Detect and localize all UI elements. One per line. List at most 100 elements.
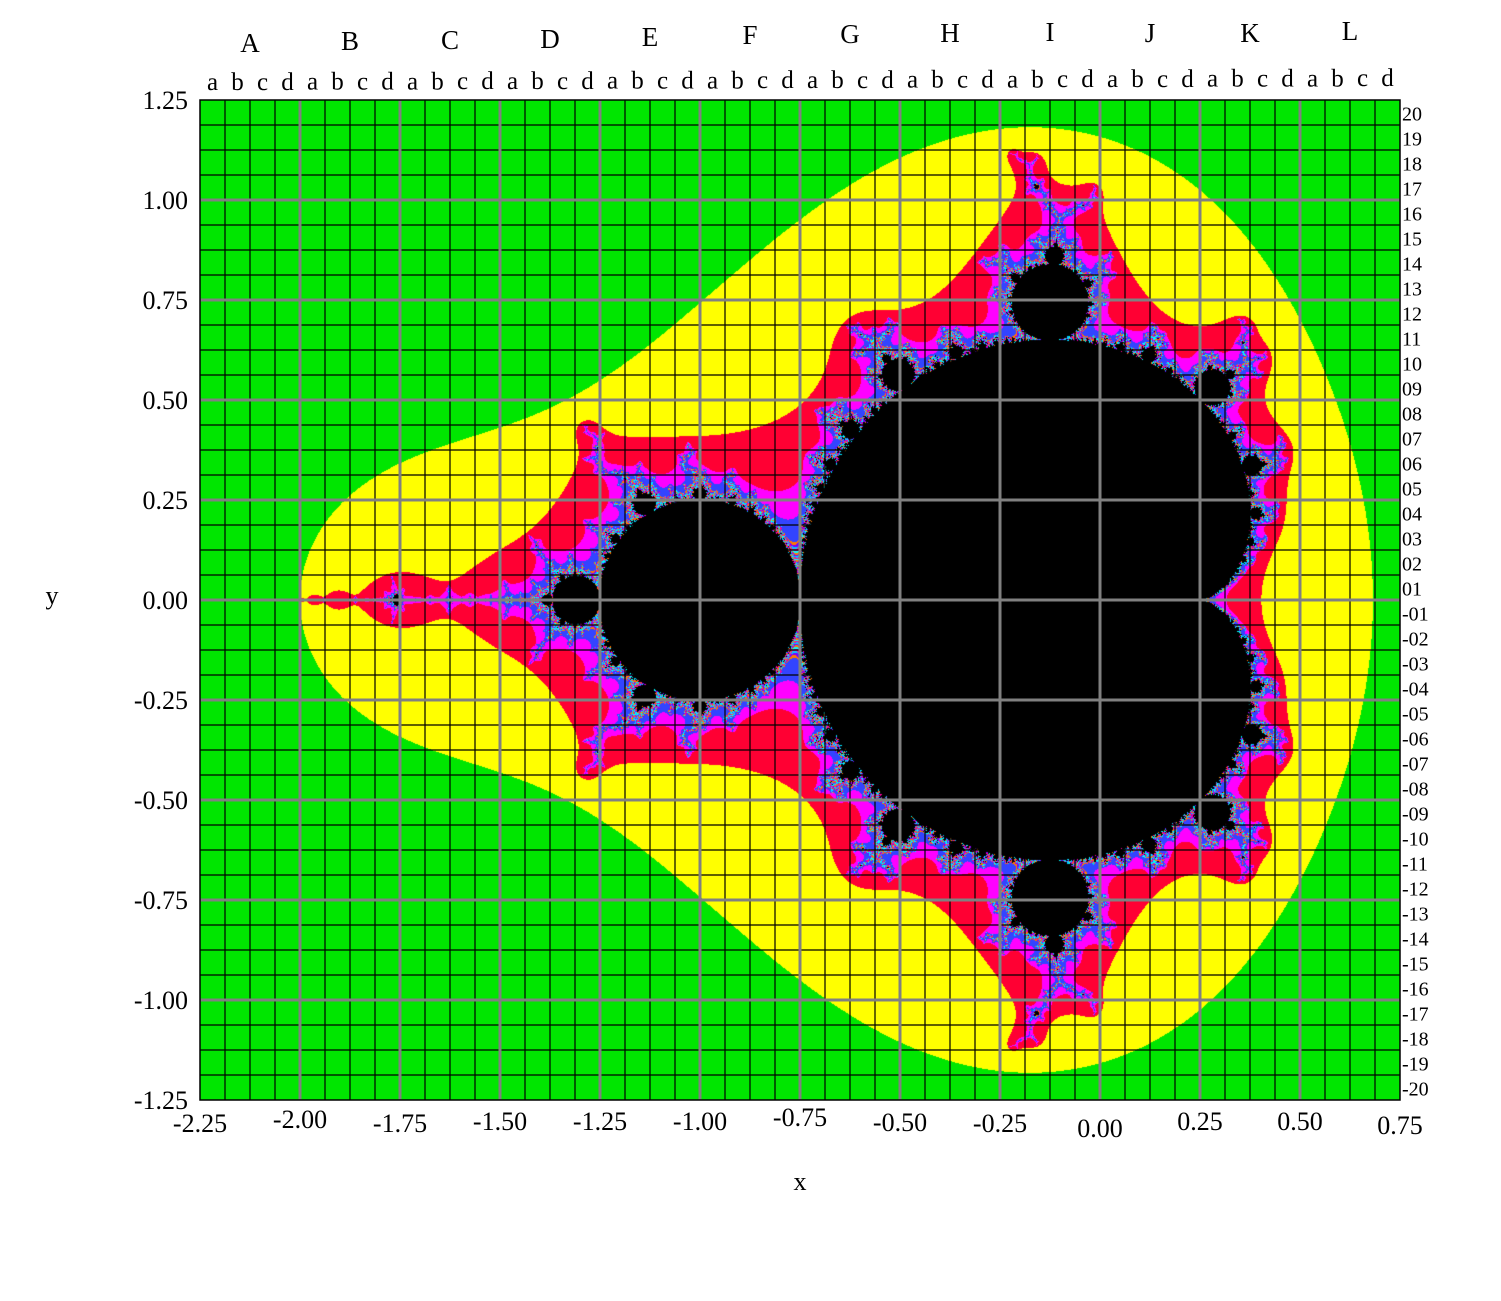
x-tick-label: -2.25 <box>173 1109 227 1138</box>
subcolumn-label: b <box>431 68 444 95</box>
column-label: F <box>742 20 757 50</box>
x-tick-label: -1.25 <box>573 1107 627 1136</box>
row-label: -15 <box>1402 954 1429 976</box>
subcolumn-label: b <box>1231 66 1244 93</box>
row-label: -14 <box>1402 929 1429 951</box>
column-label: E <box>642 22 659 52</box>
row-label: -04 <box>1402 679 1429 701</box>
row-label: -19 <box>1402 1054 1429 1076</box>
y-tick-label: -0.25 <box>134 686 188 715</box>
row-label: -09 <box>1402 804 1429 826</box>
subcolumn-label: c <box>1057 66 1068 93</box>
subcolumn-label: a <box>1107 66 1118 93</box>
subcolumn-label: c <box>1157 66 1168 93</box>
subcolumn-label: b <box>931 67 944 94</box>
subcolumn-label: d <box>881 67 894 94</box>
subcolumn-label: c <box>1357 65 1368 92</box>
subcolumn-label: b <box>1331 65 1344 92</box>
row-label: 01 <box>1402 579 1422 601</box>
column-label: C <box>441 25 459 55</box>
row-label: 13 <box>1402 279 1422 301</box>
subcolumn-label: c <box>457 68 468 95</box>
row-label: 09 <box>1402 379 1422 401</box>
subcolumn-label: d <box>1281 65 1294 92</box>
row-label: -16 <box>1402 979 1429 1001</box>
x-tick-labels: -2.25 -2.00 -1.75 -1.50 -1.25 -1.00 -0.75 -0.50… <box>173 1103 1423 1143</box>
row-label: 19 <box>1402 129 1422 151</box>
row-label: 04 <box>1402 504 1422 526</box>
y-tick-label: 1.25 <box>143 86 189 115</box>
subcolumn-label: d <box>281 69 294 96</box>
column-label: D <box>540 24 560 54</box>
x-tick-label: -0.75 <box>773 1103 827 1132</box>
subcolumn-label: d <box>581 68 594 95</box>
subcolumn-label: b <box>1131 66 1144 93</box>
column-label: K <box>1240 18 1260 48</box>
x-tick-label: 0.50 <box>1277 1107 1323 1136</box>
y-tick-label: 0.50 <box>143 386 189 415</box>
subcolumn-label: d <box>681 67 694 94</box>
subcolumn-label: a <box>707 67 718 94</box>
major-column-labels: A B C D E F G H I J K L <box>240 16 1358 58</box>
subcolumn-label: c <box>357 69 368 96</box>
subcolumn-label: d <box>1381 65 1394 92</box>
subcolumn-label: c <box>557 68 568 95</box>
subcolumn-label: d <box>981 66 994 93</box>
column-label: J <box>1145 18 1156 48</box>
column-label: G <box>840 19 860 49</box>
column-label: H <box>940 18 960 48</box>
subcolumn-label: a <box>507 68 518 95</box>
x-tick-label: -2.00 <box>273 1105 327 1134</box>
subcolumn-label: c <box>957 67 968 94</box>
row-label: 02 <box>1402 554 1422 576</box>
row-label: -08 <box>1402 779 1429 801</box>
row-labels: 20 19 18 17 16 15 14 13 12 11 10 09 08 07 06 05 04 03 02 01… <box>1402 104 1429 1101</box>
row-label: -20 <box>1402 1079 1429 1101</box>
subcolumn-label: a <box>1207 66 1218 93</box>
row-label: 12 <box>1402 304 1422 326</box>
subcolumn-label: a <box>307 69 318 96</box>
row-label: 07 <box>1402 429 1422 451</box>
subcolumn-label: c <box>857 67 868 94</box>
row-label: 03 <box>1402 529 1422 551</box>
y-tick-label: -1.00 <box>134 986 188 1015</box>
subcolumn-label: b <box>631 68 644 95</box>
x-tick-label: 0.75 <box>1377 1111 1423 1140</box>
subcolumn-label: c <box>657 68 668 95</box>
row-label: -07 <box>1402 754 1429 776</box>
row-label: 06 <box>1402 454 1422 476</box>
y-tick-label: -0.50 <box>134 786 188 815</box>
y-tick-labels: 1.25 1.00 0.75 0.50 0.25 0.00 -0.25 -0.50 -0.75 -… <box>134 86 188 1115</box>
y-axis-label: y <box>46 581 59 610</box>
subcolumn-label: b <box>831 67 844 94</box>
subcolumn-label: b <box>531 68 544 95</box>
x-tick-label: -1.50 <box>473 1107 527 1136</box>
row-label: -18 <box>1402 1029 1429 1051</box>
x-tick-label: -0.50 <box>873 1108 927 1137</box>
x-tick-label: -1.00 <box>673 1107 727 1136</box>
x-tick-label: -0.25 <box>973 1109 1027 1138</box>
row-label: -03 <box>1402 654 1429 676</box>
row-label: -13 <box>1402 904 1429 926</box>
row-label: -11 <box>1402 854 1428 876</box>
row-label: -12 <box>1402 879 1429 901</box>
column-label: I <box>1046 17 1055 47</box>
subcolumn-label: c <box>257 69 268 96</box>
row-label: -06 <box>1402 729 1429 751</box>
x-tick-label: 0.00 <box>1077 1114 1123 1143</box>
row-label: -05 <box>1402 704 1429 726</box>
subcolumn-label: a <box>607 68 618 95</box>
column-label: A <box>240 28 260 58</box>
row-label: 14 <box>1402 254 1422 276</box>
subcolumn-label: a <box>807 67 818 94</box>
row-label: -10 <box>1402 829 1429 851</box>
y-tick-label: -1.25 <box>134 1086 188 1115</box>
row-label: -02 <box>1402 629 1429 651</box>
row-label: 11 <box>1402 329 1421 351</box>
x-tick-label: 0.25 <box>1177 1107 1223 1136</box>
column-label: L <box>1342 16 1359 46</box>
subcolumn-label: b <box>331 69 344 96</box>
